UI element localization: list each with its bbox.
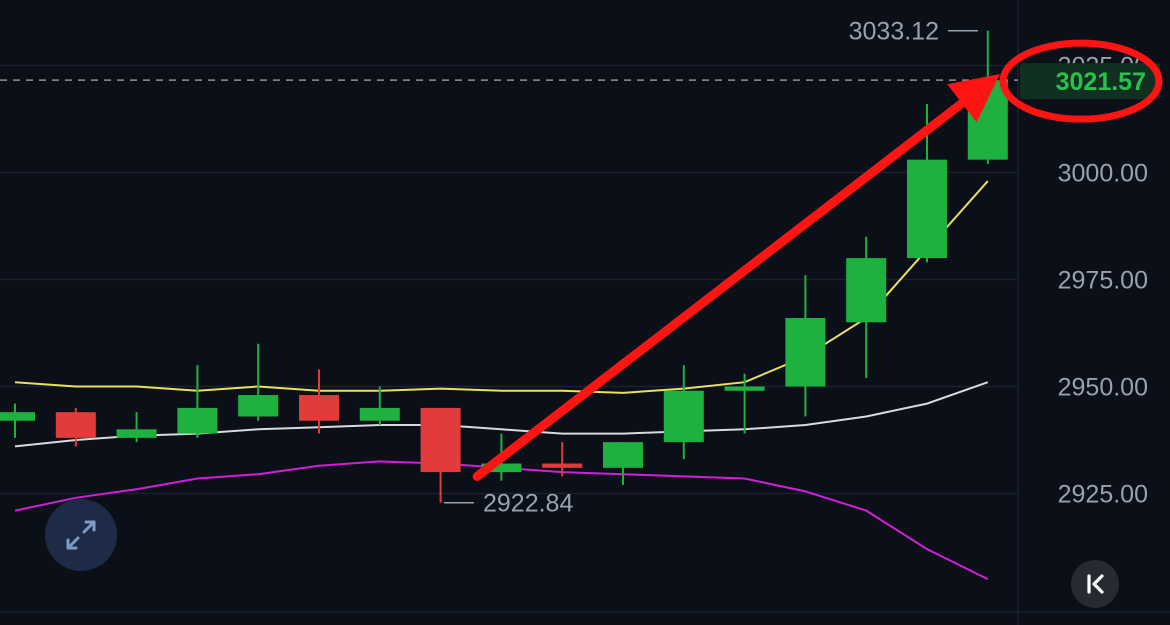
candle-body [481,463,522,473]
chevron-collapse-icon [1087,574,1104,594]
current-price-box [1020,63,1160,100]
candle-body [846,258,887,323]
price-annotations: 3021.57 3033.12 2922.84 [0,18,1160,518]
candle-body [724,386,765,391]
trend-arrow-shaft [472,98,967,481]
ma-line-1 [14,180,989,394]
candle-body [0,412,35,421]
candle[interactable] [177,365,218,438]
candle[interactable] [238,343,279,421]
candle[interactable] [785,275,826,417]
y-tick-label: 2950.00 [1058,374,1148,402]
highlight-circle [999,39,1163,123]
drawing-overlays [472,39,1163,481]
candle[interactable] [603,442,643,485]
candle[interactable] [55,407,96,447]
candle[interactable] [663,365,704,460]
candle-body [785,318,826,387]
high-price-label: 3033.12 [849,18,939,46]
candle-body [542,463,583,468]
candle[interactable] [542,442,583,477]
candle-body [420,407,461,473]
candle-body [603,442,643,468]
expand-arrows-icon [66,520,96,550]
candle-body [238,395,279,417]
candle[interactable] [299,369,339,434]
candle[interactable] [724,373,765,434]
candle[interactable] [0,403,35,438]
trend-arrow-head [947,74,1000,123]
candle[interactable] [846,236,887,378]
y-tick-label: 3000.00 [1058,160,1148,188]
candle-body [299,395,339,421]
y-tick-label: 2925.00 [1058,481,1148,509]
y-tick-label: 2975.00 [1058,267,1148,295]
candle-body [55,412,96,438]
candle-body [907,159,947,259]
current-price-label: 3021.57 [1056,68,1146,96]
candle-body [663,390,704,443]
candles [0,30,1008,503]
ma-line-2 [14,381,989,448]
moving-average-lines [14,180,989,580]
candle-body [359,407,400,421]
candle-body [116,429,157,438]
candle-body [177,407,218,434]
expand-button[interactable] [45,499,117,571]
candle[interactable] [420,407,461,503]
candle[interactable] [359,386,400,426]
low-price-label: 2922.84 [483,490,573,518]
candle[interactable] [116,412,157,443]
collapse-button[interactable] [1071,560,1119,608]
